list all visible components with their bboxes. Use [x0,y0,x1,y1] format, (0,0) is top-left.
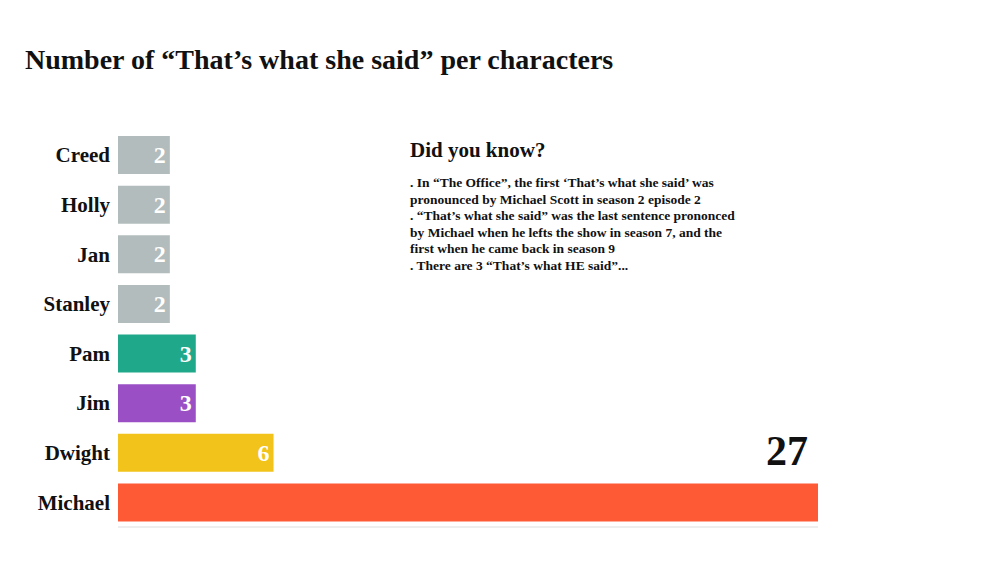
svg-text:3: 3 [180,390,192,416]
svg-text:2: 2 [154,291,166,317]
svg-text:6: 6 [258,440,270,466]
svg-text:3: 3 [180,341,192,367]
html-text:Did you know?: Did you know? [410,138,546,162]
svg-text:Jim: Jim [76,391,110,415]
svg-text:2: 2 [154,142,166,168]
svg-text:27: 27 [766,428,808,474]
svg-text:Pam: Pam [69,342,110,366]
svg-text:Creed: Creed [56,143,111,167]
svg-text:Jan: Jan [77,243,110,267]
svg-text:Michael: Michael [38,491,110,515]
html-text:. In “The Office”, the first ‘: . In “The Office”, the first ‘That’s wha… [410,175,714,207]
html-text:. There are 3 “That’s what HE: . There are 3 “That’s what HE said”... [410,257,629,273]
html-text:Number of “That’s what she sai: Number of “That’s what she said” per cha… [25,44,614,75]
svg-text:Holly: Holly [61,193,111,217]
svg-text:2: 2 [154,241,166,267]
svg-text:2: 2 [154,192,166,218]
html-text:. “That’s what she said” was t: . “That’s what she said” was the last se… [410,208,735,256]
svg-text:Stanley: Stanley [43,292,110,316]
svg-text:Dwight: Dwight [45,441,110,465]
